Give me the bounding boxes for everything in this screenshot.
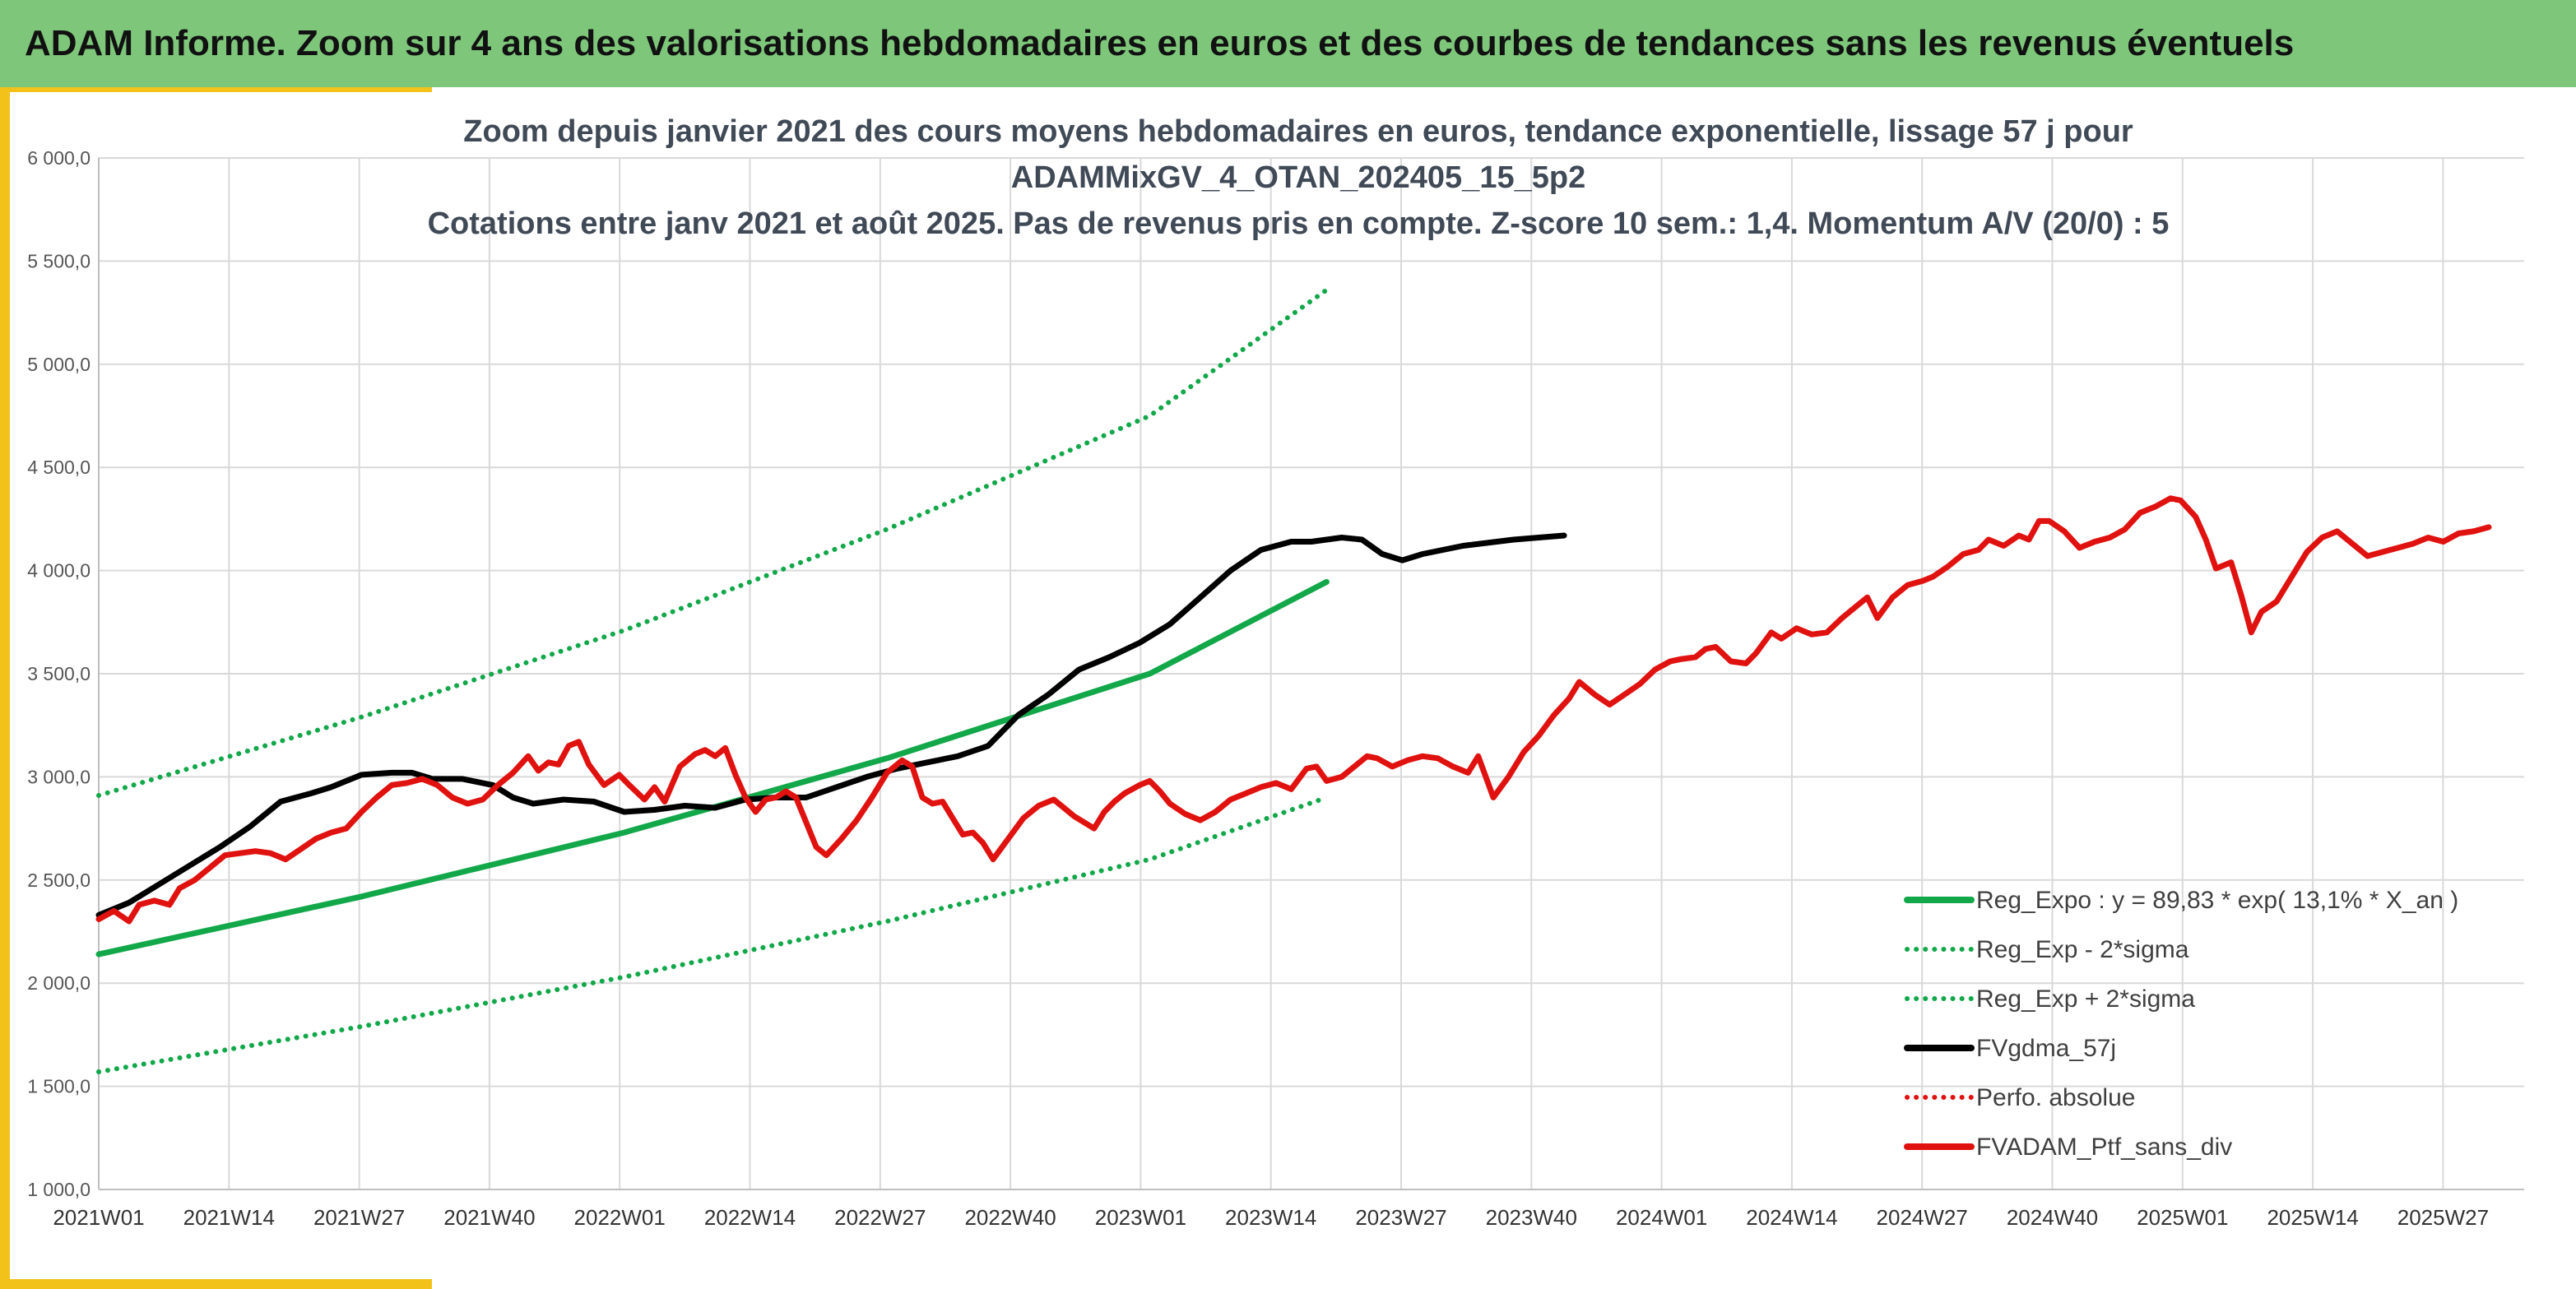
x-tick-label: 2023W14 [1225, 1205, 1316, 1230]
x-tick-label: 2022W14 [704, 1205, 796, 1230]
series-line-0 [95, 578, 1330, 957]
top-accent-bar [0, 87, 432, 92]
x-tick-label: 2025W14 [2267, 1205, 2358, 1230]
legend-label: Reg_Exp - 2*sigma [1976, 936, 2189, 963]
legend-label: FVADAM_Ptf_sans_div [1976, 1134, 2232, 1161]
bottom-accent-bar [0, 1279, 432, 1289]
x-tick-label: 2022W27 [834, 1205, 926, 1230]
y-tick-label: 2 500,0 [27, 869, 91, 891]
chart-title-line-2: ADAMMixGV_4_OTAN_202405_15_5p2 [1011, 160, 1585, 195]
y-tick-label: 3 000,0 [27, 766, 91, 787]
x-tick-label: 2025W01 [2137, 1205, 2228, 1230]
legend-label: Perfo. absolue [1976, 1084, 2135, 1111]
y-tick-label: 6 000,0 [27, 147, 91, 169]
x-tick-label: 2021W01 [53, 1205, 144, 1230]
chart-area: 1 000,0 1 500,0 2 000,0 2 500,0 3 000,0 3 500… [27, 114, 2524, 1230]
chart-grid [99, 157, 2524, 1189]
x-tick-label: 2025W27 [2397, 1205, 2489, 1230]
legend-label: FVgdma_57j [1976, 1035, 2116, 1062]
x-tick-label: 2021W27 [313, 1205, 405, 1230]
series-line-5 [95, 495, 2492, 925]
chart-title-line-3: Cotations entre janv 2021 et août 2025. … [428, 206, 2170, 241]
x-tick-label: 2024W40 [2007, 1205, 2098, 1230]
legend-label: Reg_Expo : y = 89,83 * exp( 13,1% * X_an… [1976, 887, 2458, 914]
x-tick-label: 2022W01 [574, 1205, 666, 1230]
x-tick-label: 2024W14 [1746, 1205, 1837, 1230]
series-line-2 [96, 287, 1330, 798]
chart-legend: Reg_Expo : y = 89,83 * exp( 13,1% * X_an… [1904, 887, 2458, 1161]
x-axis-ticks: 2021W01 2021W14 2021W27 2021W40 2022W01 2022W… [53, 1205, 2489, 1230]
chart-axes [98, 158, 2524, 1190]
left-accent-bar [0, 87, 10, 1289]
y-tick-label: 2 000,0 [27, 972, 91, 994]
x-tick-label: 2021W14 [183, 1205, 275, 1230]
legend-label: Reg_Exp + 2*sigma [1976, 985, 2195, 1013]
page-title: ADAM Informe. Zoom sur 4 ans des valoris… [25, 23, 2295, 63]
x-tick-label: 2024W27 [1877, 1205, 1968, 1230]
y-tick-label: 5 500,0 [27, 250, 91, 271]
y-tick-label: 4 000,0 [27, 560, 91, 582]
y-tick-label: 1 000,0 [27, 1179, 91, 1200]
y-tick-label: 3 500,0 [27, 663, 91, 684]
x-tick-label: 2023W01 [1095, 1205, 1186, 1230]
y-tick-label: 1 500,0 [27, 1076, 91, 1097]
x-tick-label: 2023W40 [1486, 1205, 1577, 1230]
x-tick-label: 2023W27 [1355, 1205, 1446, 1230]
series-line-1 [96, 795, 1330, 1074]
y-tick-label: 4 500,0 [27, 457, 91, 478]
x-tick-label: 2021W40 [443, 1205, 535, 1230]
y-tick-label: 5 000,0 [27, 354, 91, 375]
x-tick-label: 2024W01 [1616, 1205, 1707, 1230]
y-axis-ticks: 1 000,0 1 500,0 2 000,0 2 500,0 3 000,0 3 500… [27, 147, 91, 1200]
header-banner: ADAM Informe. Zoom sur 4 ans des valoris… [0, 0, 2576, 87]
chart-title-line-1: Zoom depuis janvier 2021 des cours moyen… [463, 114, 2133, 149]
x-tick-label: 2022W40 [964, 1205, 1056, 1230]
chart-title: Zoom depuis janvier 2021 des cours moyen… [428, 114, 2170, 241]
series-line-3 [95, 532, 1567, 918]
chart-series [95, 287, 2492, 1074]
